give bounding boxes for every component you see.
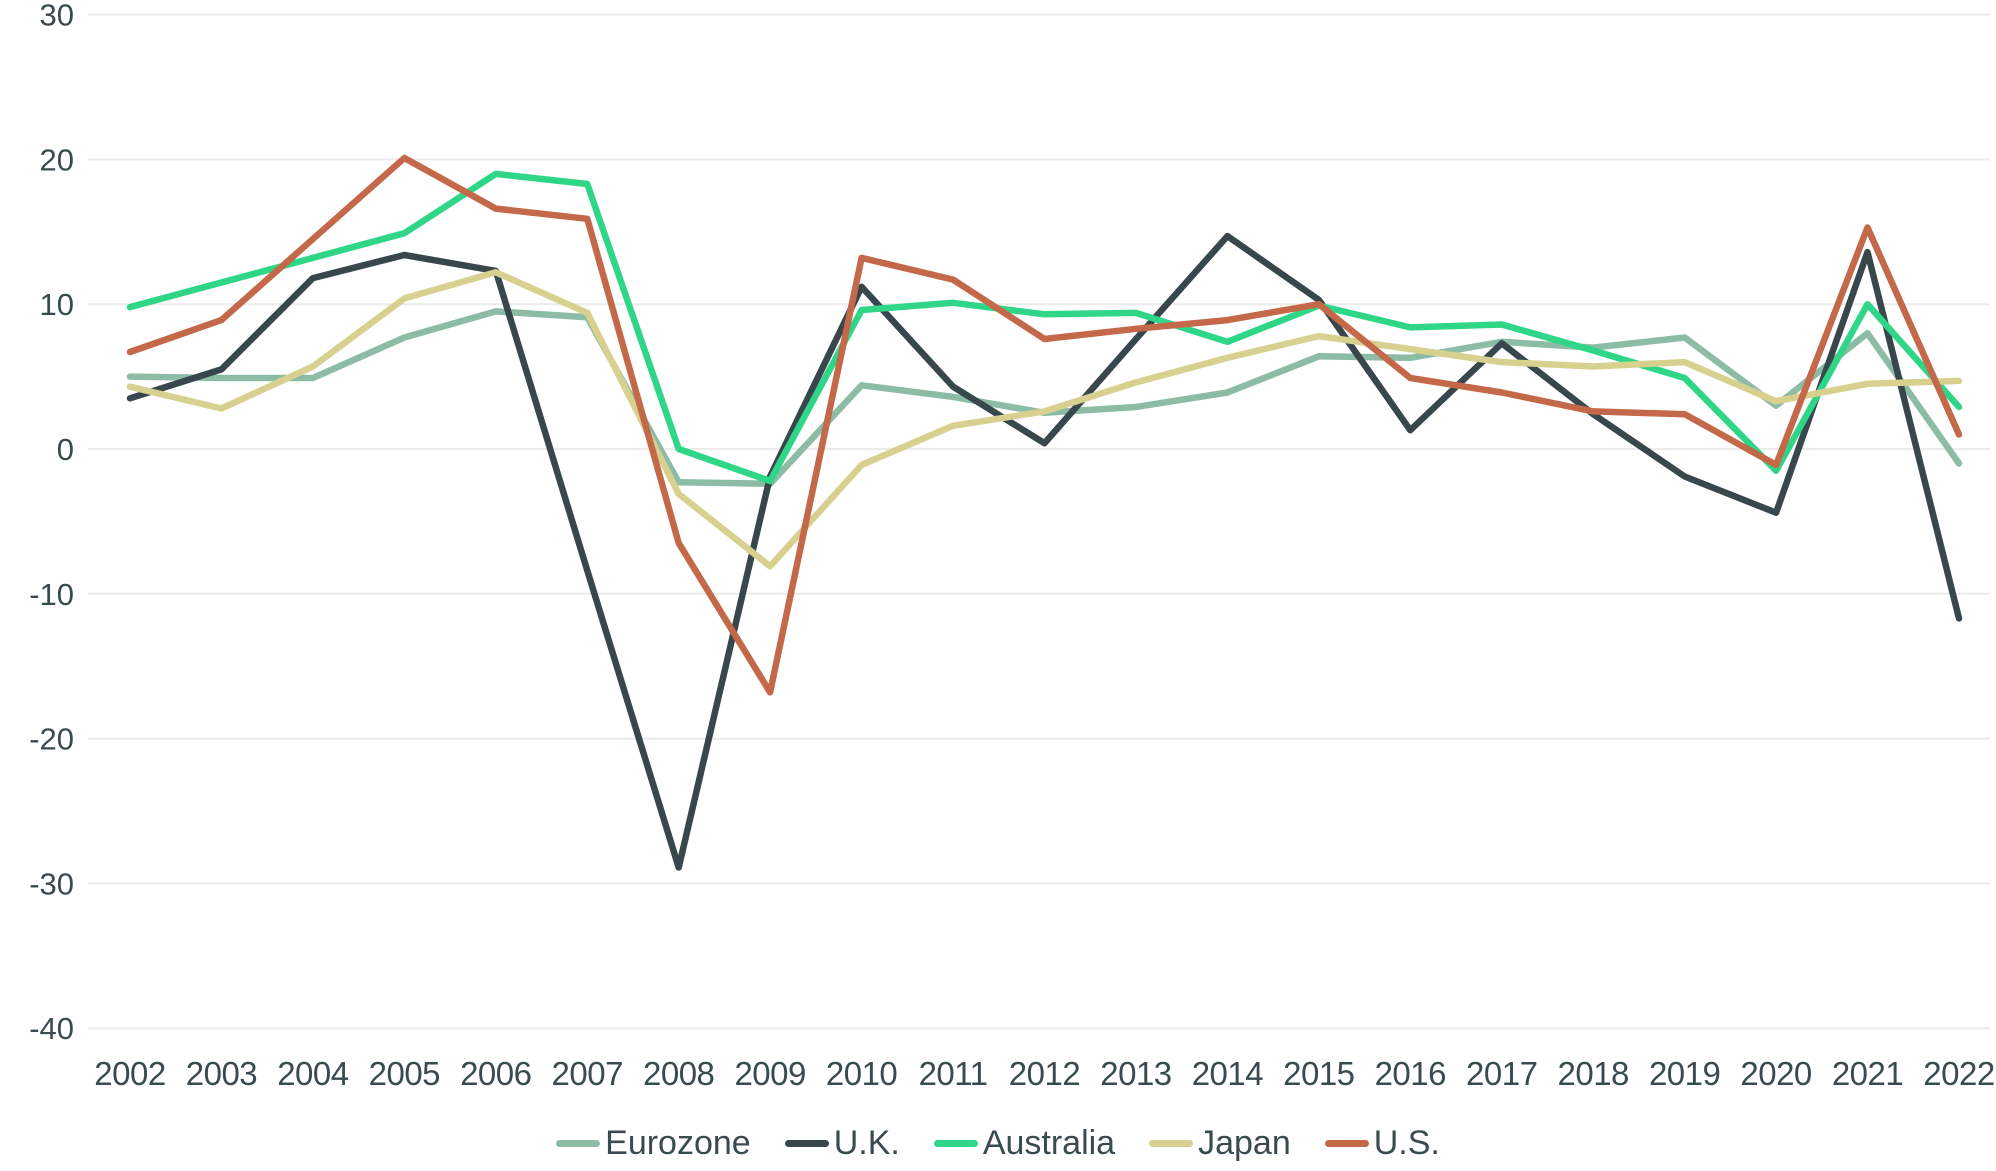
x-tick-label: 2008 <box>643 1055 714 1092</box>
y-tick-label: 30 <box>40 0 74 33</box>
legend-item-u-s: U.S. <box>1324 1124 1440 1162</box>
x-tick-label: 2019 <box>1649 1055 1720 1092</box>
x-tick-label: 2012 <box>1009 1055 1080 1092</box>
x-tick-label: 2014 <box>1192 1055 1264 1092</box>
x-tick-label: 2021 <box>1832 1055 1903 1092</box>
legend-item-eurozone: Eurozone <box>556 1126 751 1160</box>
series-line-u-s <box>126 154 1963 696</box>
legend-label: Eurozone <box>605 1124 751 1162</box>
legend-swatch-japan <box>1149 1139 1194 1147</box>
legend-item-australia: Australia <box>933 1124 1116 1162</box>
legend-label: U.S. <box>1373 1124 1440 1162</box>
legend-swatch-eurozone <box>556 1139 601 1147</box>
x-tick-label: 2005 <box>369 1055 440 1092</box>
x-tick-label: 2015 <box>1283 1055 1354 1092</box>
y-tick-label: -10 <box>29 577 74 612</box>
legend-swatch-australia <box>933 1139 978 1147</box>
y-tick-label: 10 <box>40 287 74 322</box>
y-tick-label: -40 <box>29 1011 74 1046</box>
gridlines <box>88 13 1990 1030</box>
legend-label: U.K. <box>833 1124 900 1162</box>
x-tick-label: 2006 <box>460 1055 531 1092</box>
x-tick-label: 2010 <box>826 1055 898 1092</box>
legend: Eurozone U.K. Australia Japan U.S. <box>0 1126 1996 1160</box>
x-tick-label: 2002 <box>94 1055 165 1092</box>
series-line-u-k <box>126 232 1963 871</box>
x-tick-label: 2009 <box>734 1055 805 1092</box>
x-tick-label: 2003 <box>186 1055 257 1092</box>
legend-item-u-k: U.K. <box>784 1124 900 1162</box>
legend-label: Japan <box>1198 1124 1291 1162</box>
x-tick-label: 2011 <box>919 1055 988 1092</box>
legend-item-japan: Japan <box>1149 1126 1291 1160</box>
y-tick-label: 20 <box>40 142 74 177</box>
x-tick-label: 2018 <box>1557 1055 1628 1092</box>
x-tick-label: 2013 <box>1100 1055 1171 1092</box>
legend-swatch-u-k <box>784 1139 829 1147</box>
y-axis-tick-labels: 30 20 10 0 -10 -20 -30 -40 <box>29 0 74 1046</box>
legend-label: Australia <box>982 1124 1116 1162</box>
series-line-japan <box>126 269 1963 570</box>
x-tick-label: 2007 <box>552 1055 623 1092</box>
x-tick-label: 2004 <box>277 1055 349 1092</box>
series-line-australia <box>126 170 1963 485</box>
x-tick-label: 2017 <box>1466 1055 1537 1092</box>
x-tick-label: 2022 <box>1923 1055 1994 1092</box>
x-tick-label: 2020 <box>1740 1055 1812 1092</box>
x-tick-label: 2016 <box>1375 1055 1446 1092</box>
series-lines <box>126 154 1963 871</box>
legend-swatch-u-s <box>1324 1139 1369 1147</box>
x-axis-tick-labels: 2002 2003 2004 2005 2006 2007 2008 2009 2010 2011… <box>94 1055 1995 1092</box>
y-tick-label: -30 <box>29 866 74 901</box>
y-tick-label: 0 <box>57 432 74 467</box>
y-tick-label: -20 <box>29 722 74 757</box>
